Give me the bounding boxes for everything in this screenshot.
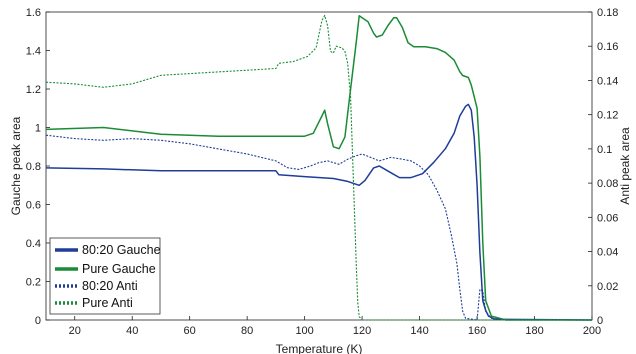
- series-line-80-20-anti: [45, 134, 592, 321]
- legend-label-pure-gauche: Pure Gauche: [82, 262, 156, 276]
- right-y-tick-label: 0.08: [597, 178, 618, 190]
- legend: 80:20 Gauche Pure Gauche 80:20 Anti Pure…: [49, 237, 161, 315]
- legend-label-80-20-anti: 80:20 Anti: [82, 279, 138, 293]
- series-line-80-20-gauche: [45, 103, 593, 321]
- left-y-axis-ticks: 0 0.2 0.4 0.6 0.8 1 1.2 1.4 1.6: [26, 7, 50, 327]
- left-y-tick-label: 1.2: [26, 84, 41, 96]
- right-y-tick-label: 0: [597, 315, 603, 327]
- x-tick-label: 120: [353, 325, 371, 337]
- right-y-tick-label: 0.16: [597, 41, 618, 53]
- legend-label-80-20-gauche: 80:20 Gauche: [82, 243, 161, 257]
- right-y-axis-title: Anti peak area: [618, 127, 632, 205]
- right-y-tick-label: 0.06: [597, 212, 618, 224]
- x-tick-label: 160: [468, 325, 486, 337]
- x-tick-label: 60: [184, 325, 196, 337]
- x-tick-label: 40: [126, 325, 138, 337]
- x-axis-title: Temperature (K): [276, 342, 363, 354]
- left-y-tick-label: 0.6: [26, 200, 41, 212]
- right-y-axis-ticks: 0 0.02 0.04 0.06 0.08 0.1 0.12 0.14 0.16 0.18: [588, 7, 618, 327]
- right-y-tick-label: 0.02: [597, 281, 618, 293]
- right-y-tick-label: 0.14: [597, 75, 618, 87]
- left-y-tick-label: 0: [35, 315, 41, 327]
- x-tick-label: 140: [410, 325, 428, 337]
- x-tick-label: 180: [525, 325, 543, 337]
- legend-label-pure-anti: Pure Anti: [82, 296, 133, 310]
- right-y-tick-label: 0.18: [597, 7, 618, 19]
- left-y-tick-label: 0.8: [26, 161, 41, 173]
- left-y-tick-label: 1.4: [26, 46, 41, 58]
- left-y-tick-label: 0.4: [26, 238, 41, 250]
- right-y-tick-label: 0.04: [597, 247, 618, 259]
- series-line-pure-gauche: [45, 15, 592, 321]
- x-tick-label: 20: [69, 325, 81, 337]
- right-y-tick-label: 0.12: [597, 110, 618, 122]
- x-tick-label: 80: [241, 325, 253, 337]
- right-y-tick-label: 0.1: [597, 144, 612, 156]
- left-y-tick-label: 0.2: [26, 277, 41, 289]
- series-line-pure-anti: [45, 14, 592, 321]
- x-tick-label: 200: [583, 325, 601, 337]
- x-tick-label: 100: [295, 325, 313, 337]
- series-group: [45, 14, 593, 321]
- left-y-tick-label: 1: [35, 123, 41, 135]
- left-y-tick-label: 1.6: [26, 7, 41, 19]
- left-y-axis-title: Gauche peak area: [9, 116, 23, 215]
